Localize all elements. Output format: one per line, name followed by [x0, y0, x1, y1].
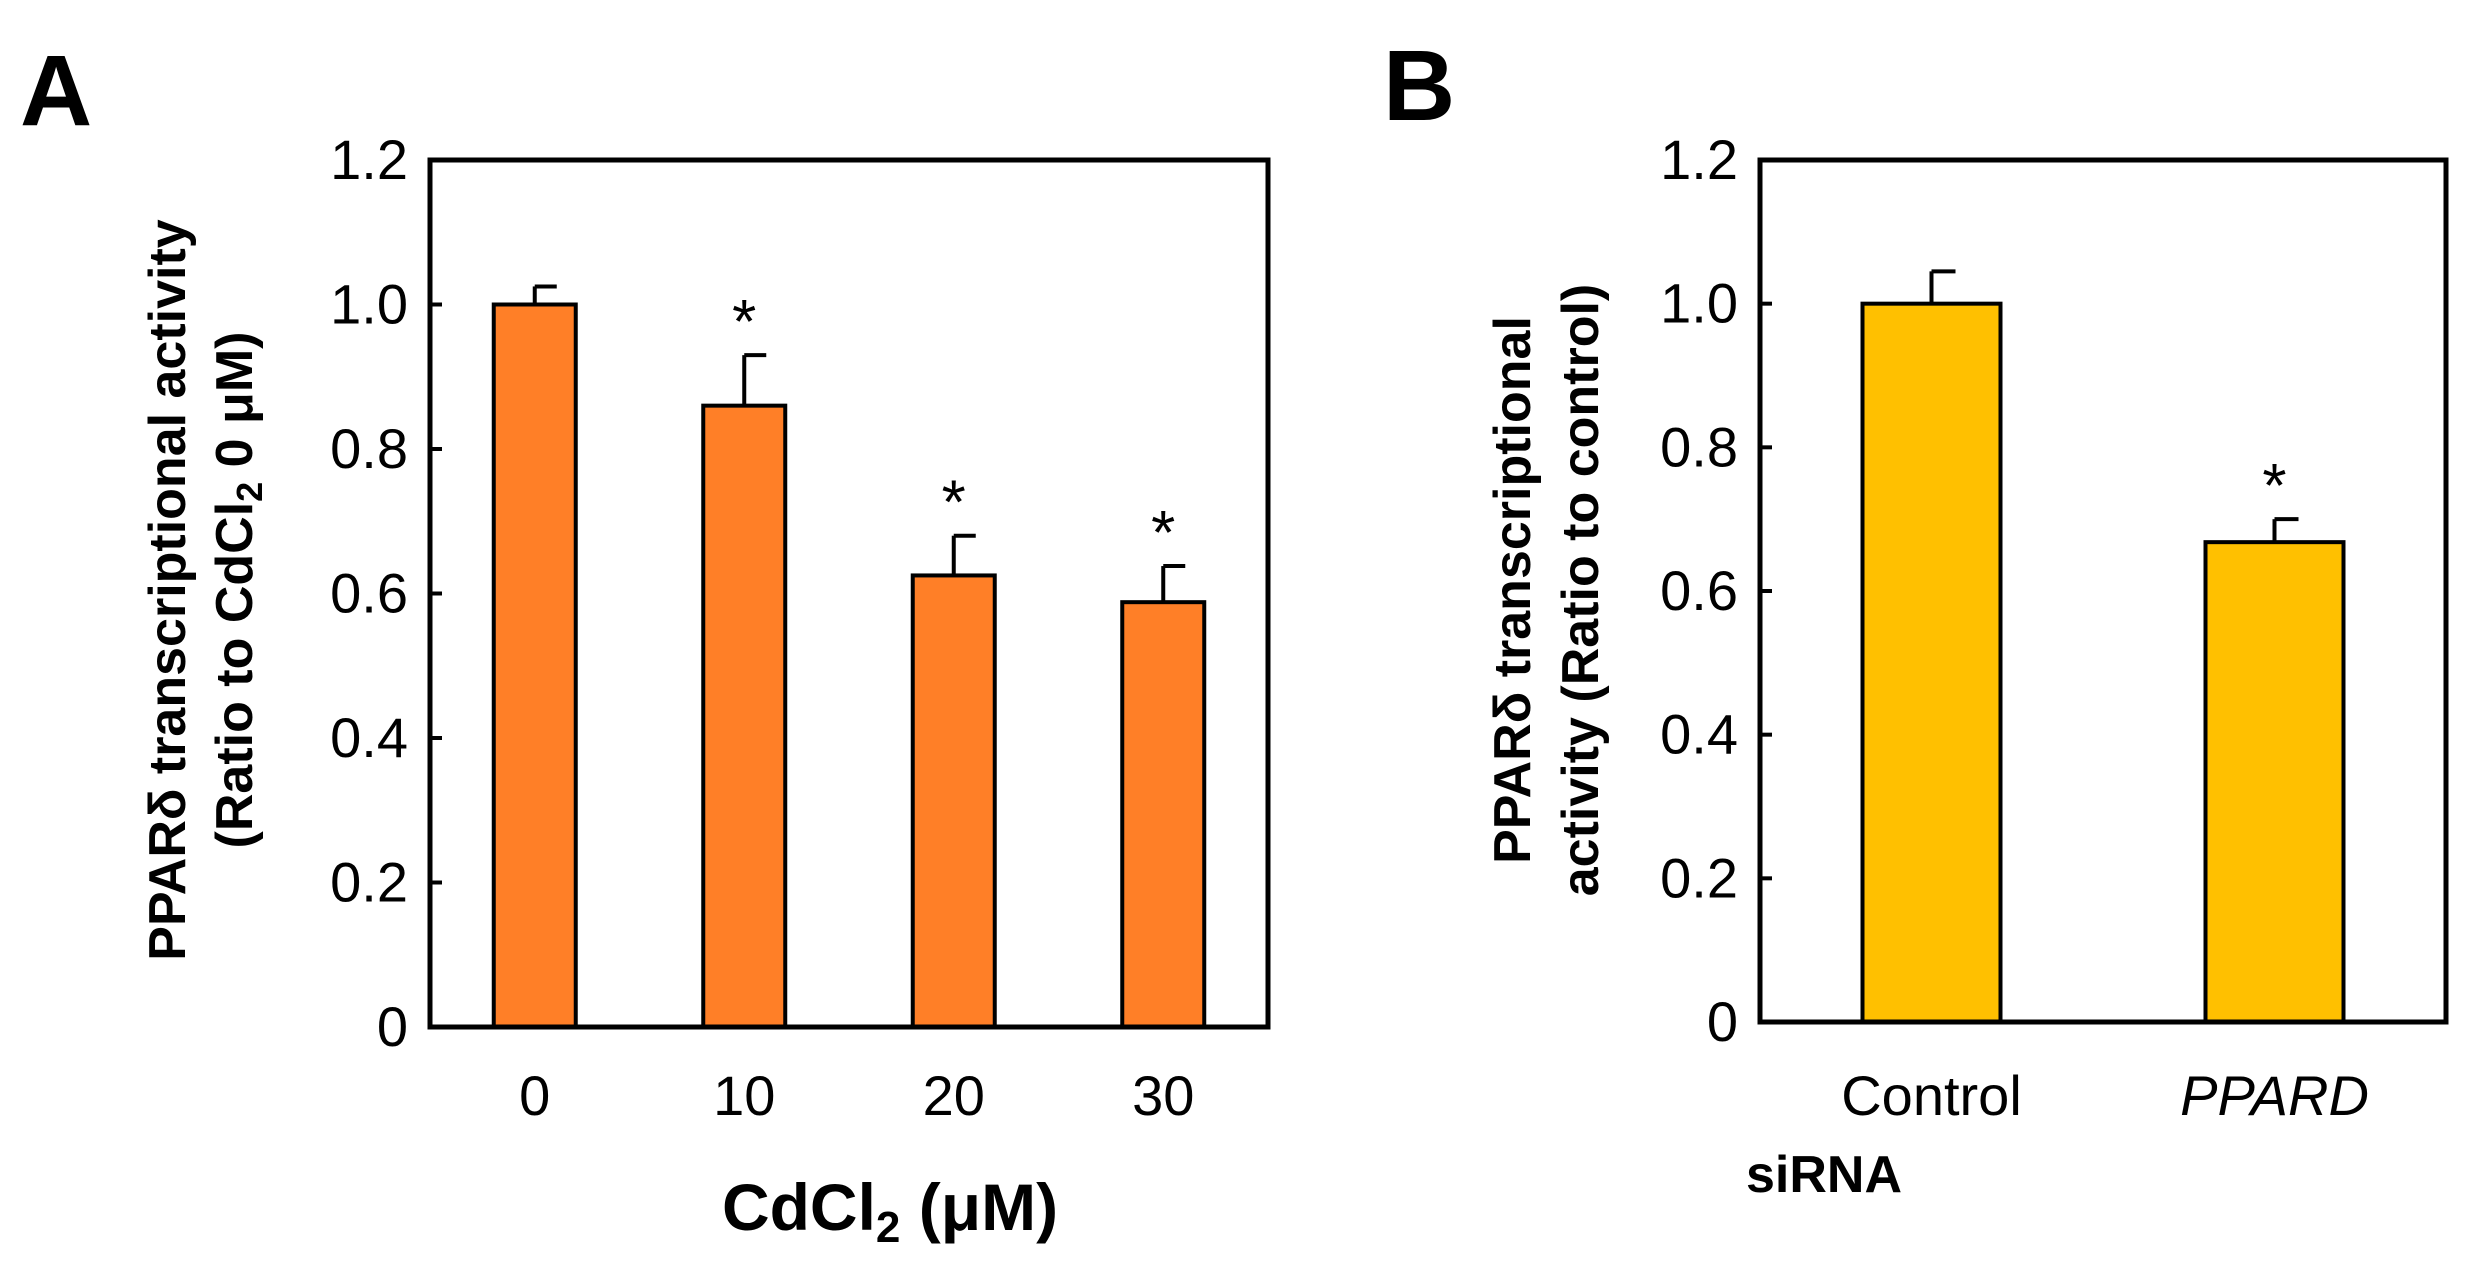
panel-a-ytick-label: 0 [377, 995, 408, 1058]
panel-b-plot-frame [1757, 157, 2449, 1025]
panel-b: B PPARδ transcriptional activity (Ratio … [1383, 30, 2449, 1204]
panel-b-letter: B [1383, 30, 1455, 142]
panel-a-letter: A [20, 35, 92, 147]
panel-b-bar [2203, 540, 2346, 1024]
panel-b-ytick-label: 0.4 [1660, 703, 1738, 766]
panel-a-xtick-label: 0 [519, 1064, 550, 1127]
panel-b-plot: 0 0.2 0.4 0.6 0.8 1.0 1.2 Control * PPARD [1660, 128, 2449, 1127]
panel-a-xtick-label: 30 [1132, 1064, 1194, 1127]
panel-a-ytick-label: 0.2 [330, 851, 408, 914]
panel-a-significance-star: * [732, 288, 756, 357]
panel-b-ytick-label: 1.0 [1660, 272, 1738, 335]
panel-a-plot-frame [427, 157, 1271, 1030]
panel-a-significance-star: * [1151, 499, 1175, 568]
panel-a-bar [491, 302, 578, 1029]
panel-a-xlabel: CdCl2 (μM) [722, 1170, 1058, 1252]
panel-a-xtick-label: 10 [713, 1064, 775, 1127]
panel-a: A PPARδ transcriptional activity (Ratio … [20, 35, 1271, 1252]
panel-a-xtick-label: 20 [923, 1064, 985, 1127]
panel-a-ytick-label: 1.0 [330, 273, 408, 336]
panel-a-ytick-label: 1.2 [330, 128, 408, 191]
panel-b-ytick-label: 0.8 [1660, 415, 1738, 478]
panel-b-ytick-label: 0 [1707, 990, 1738, 1053]
panel-a-ylabel-line1: PPARδ transcriptional activity [139, 219, 197, 961]
panel-a-bar [1120, 600, 1207, 1029]
panel-a-bar [701, 403, 788, 1029]
panel-a-significance-star: * [942, 469, 966, 538]
panel-b-bar [1860, 301, 2003, 1024]
panel-b-ytick-label: 0.6 [1660, 559, 1738, 622]
panel-b-ytick-label: 1.2 [1660, 128, 1738, 191]
panel-b-xtick-label: PPARD [2180, 1064, 2369, 1127]
panel-a-ytick-label: 0.6 [330, 562, 408, 625]
panel-a-plot: 0 0.2 0.4 0.6 0.8 1.0 1.2 0 * 10 * 20 * 30 [330, 128, 1271, 1127]
panel-a-bar [910, 573, 997, 1029]
panel-a-ytick-label: 0.8 [330, 417, 408, 480]
panel-b-ylabel-line1: PPARδ transcriptional [1484, 316, 1542, 864]
panel-b-ytick-label: 0.2 [1660, 846, 1738, 909]
panel-b-significance-star: * [2262, 452, 2286, 521]
panel-a-ylabel-line2: (Ratio to CdCl2 0 μM) [206, 332, 270, 849]
panel-b-xtick-label: Control [1841, 1064, 2022, 1127]
panel-b-ylabel-line2: activity (Ratio to control) [1552, 284, 1610, 896]
panel-a-ytick-label: 0.4 [330, 706, 408, 769]
panel-b-xlabel: siRNA [1746, 1146, 1902, 1204]
